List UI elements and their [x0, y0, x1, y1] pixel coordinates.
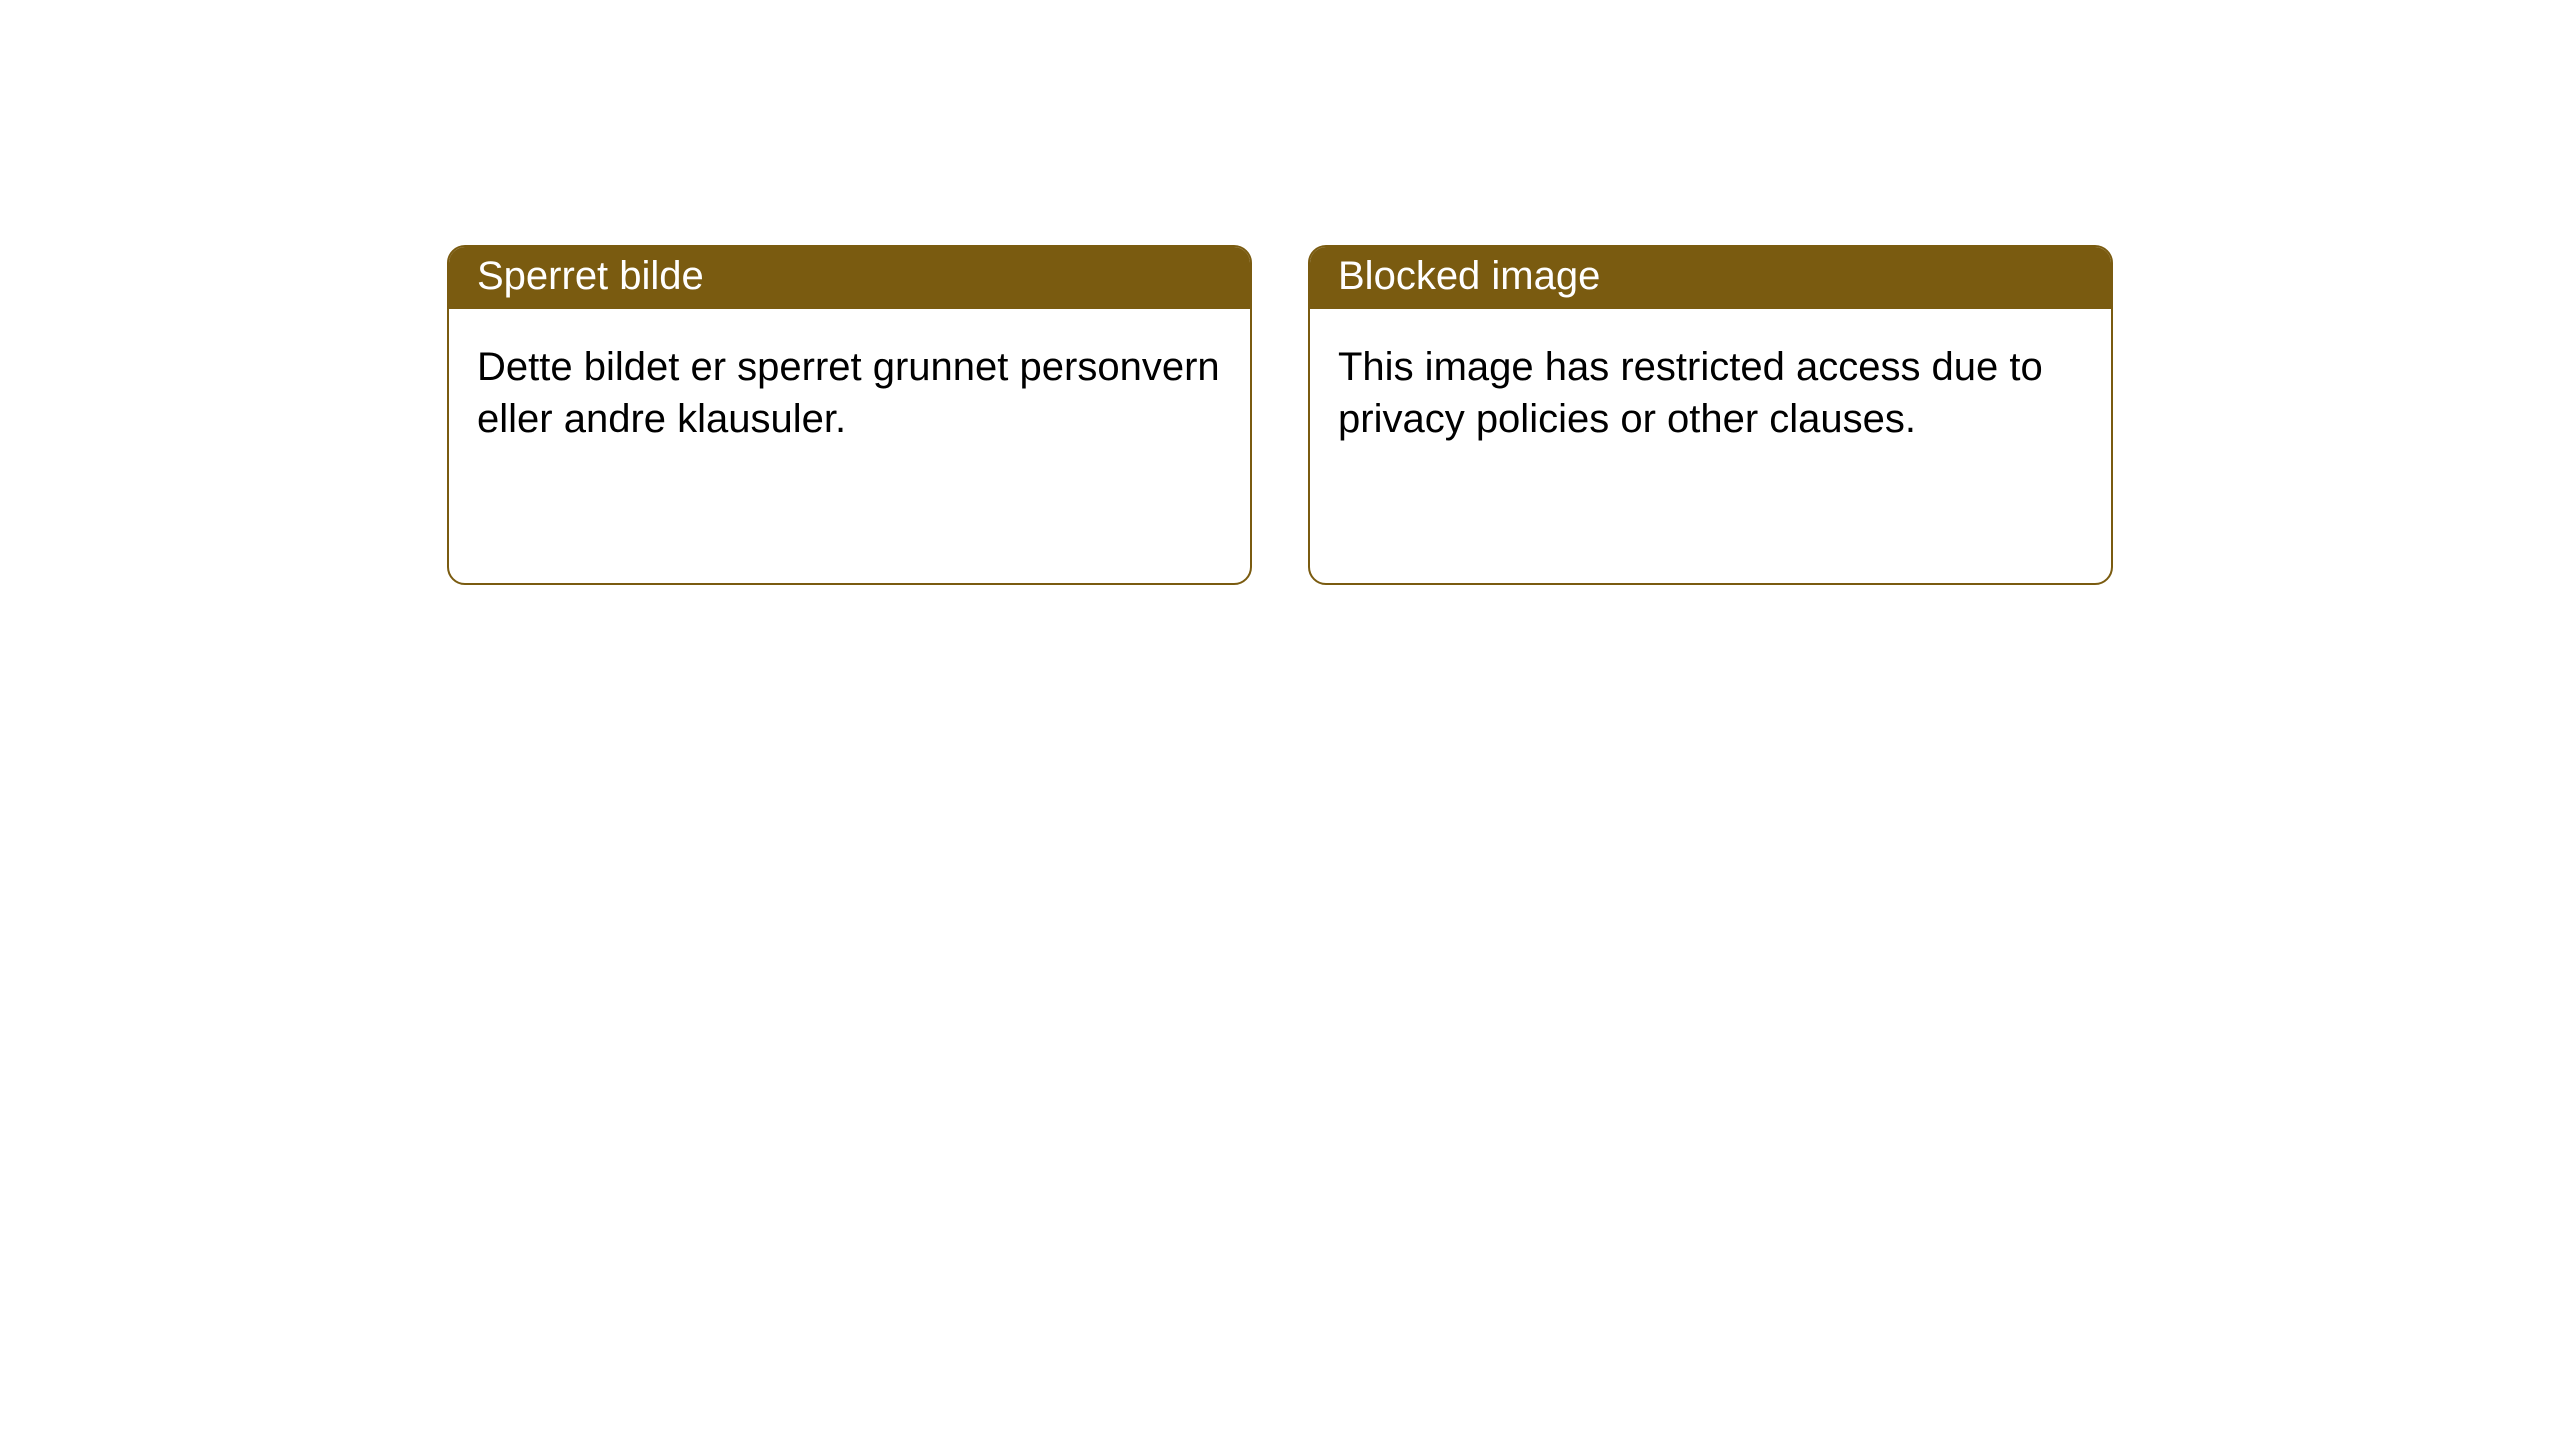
notice-container: Sperret bilde Dette bildet er sperret gr… [0, 0, 2560, 585]
notice-card-english: Blocked image This image has restricted … [1308, 245, 2113, 585]
notice-body-norwegian: Dette bildet er sperret grunnet personve… [449, 309, 1250, 477]
notice-body-english: This image has restricted access due to … [1310, 309, 2111, 477]
notice-card-norwegian: Sperret bilde Dette bildet er sperret gr… [447, 245, 1252, 585]
notice-title-english: Blocked image [1310, 247, 2111, 309]
notice-title-norwegian: Sperret bilde [449, 247, 1250, 309]
